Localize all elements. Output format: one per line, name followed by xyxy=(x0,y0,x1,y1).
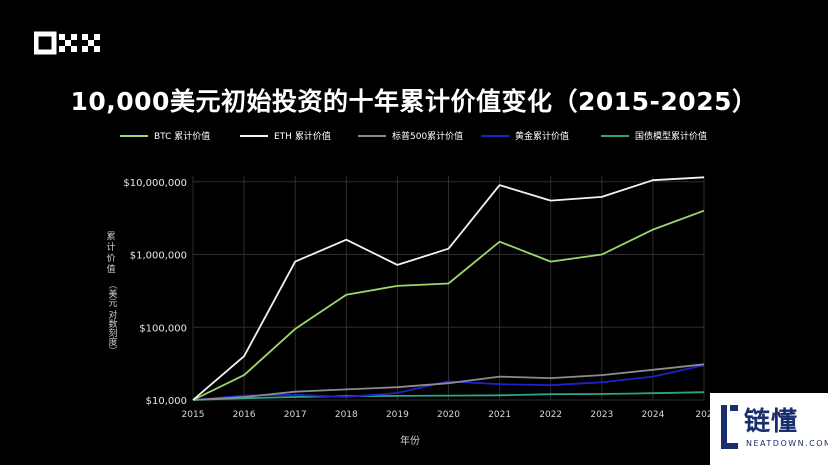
x-tick-label: 2021 xyxy=(488,410,511,420)
x-tick-label: 202 xyxy=(695,410,712,420)
x-tick-label: 2017 xyxy=(284,410,307,420)
legend-item-treasury: 国债模型累计价值 xyxy=(601,129,707,142)
okx-logo xyxy=(34,31,100,55)
x-axis-label: 年份 xyxy=(400,436,420,447)
series-lines xyxy=(192,176,705,401)
gold-line xyxy=(192,364,705,401)
y-tick-label: $10,000,000 xyxy=(123,178,187,189)
legend-item-btc: BTC 累计价值 xyxy=(120,129,210,142)
legend-label-gold: 黄金累计价值 xyxy=(515,132,570,142)
btc-line xyxy=(192,209,705,401)
sp500-line xyxy=(192,363,705,401)
y-axis-title: 累计价值 xyxy=(106,232,116,275)
x-tick-label: 2019 xyxy=(386,410,409,420)
x-tick-label: 2016 xyxy=(233,410,256,420)
x-tick-label: 2018 xyxy=(335,410,358,420)
tick-labels: 2015 2016 2017 2018 2019 2020 2021 2022 2023 2024… xyxy=(123,178,712,420)
legend-item-gold: 黄金累计价值 xyxy=(481,129,569,142)
legend-label-eth: ETH 累计价值 xyxy=(274,132,331,142)
legend-item-sp500: 标普500累计价值 xyxy=(358,129,463,142)
chart-title: 10,000美元初始投资的十年累计价值变化（2015-2025） xyxy=(70,87,758,116)
grid-lines xyxy=(192,176,705,401)
lian-dong-logo xyxy=(721,405,738,449)
legend-swatch-treasury xyxy=(601,134,629,137)
x-tick-label: 2020 xyxy=(437,410,460,420)
treasury-line xyxy=(192,391,705,401)
legend-swatch-gold xyxy=(481,134,509,137)
eth-line xyxy=(192,176,705,401)
legend-item-eth: ETH 累计价值 xyxy=(240,129,331,142)
y-axis-unit: （美元 对数刻度） xyxy=(106,280,117,355)
y-axis-label: 累计价值 （美元 对数刻度） xyxy=(103,232,119,355)
x-tick-label: 2022 xyxy=(539,410,562,420)
legend-swatch-eth xyxy=(240,134,268,137)
x-tick-label: 2024 xyxy=(641,410,664,420)
y-tick-label: $1,000,000 xyxy=(130,251,187,262)
legend-label-treasury: 国债模型累计价值 xyxy=(635,132,708,142)
brand-watermark: 链懂 NEATDOWN.COM xyxy=(710,393,828,465)
y-tick-label: $100,000 xyxy=(139,323,187,334)
legend-label-sp500: 标普500累计价值 xyxy=(392,132,464,142)
brand-name-en: NEATDOWN.COM xyxy=(746,439,828,448)
x-tick-label: 2023 xyxy=(590,410,613,420)
legend-swatch-sp500 xyxy=(358,134,386,137)
chart-legend: BTC 累计价值 ETH 累计价值 标普500累计价值 黄金累计价值 国债模型累… xyxy=(0,129,828,149)
y-tick-label: $10,000 xyxy=(146,396,187,407)
brand-name-cn: 链懂 xyxy=(744,407,799,437)
legend-swatch-btc xyxy=(120,134,148,137)
x-tick-label: 2015 xyxy=(182,410,205,420)
legend-label-btc: BTC 累计价值 xyxy=(154,132,211,142)
